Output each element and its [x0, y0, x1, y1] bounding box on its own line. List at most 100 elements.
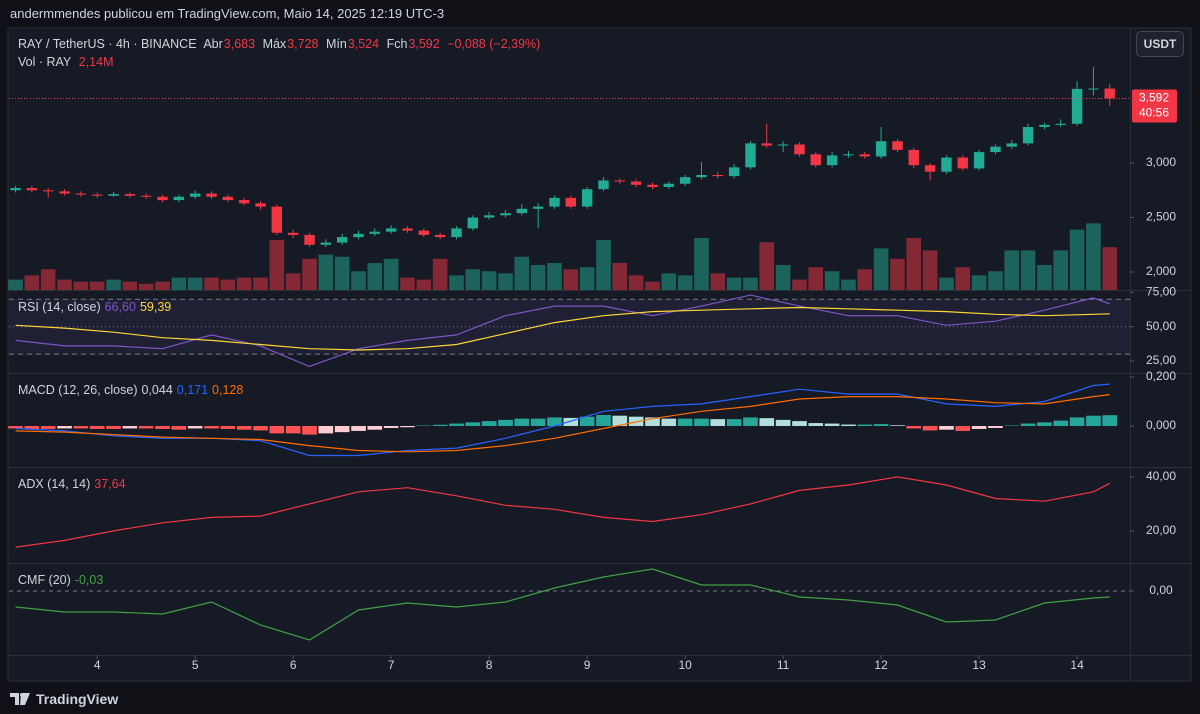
y-tick-label: 20,00 [1146, 523, 1176, 537]
candle-body [516, 208, 527, 214]
histogram-bar [138, 426, 154, 429]
indicator-value: 59,39 [139, 300, 172, 314]
volume-bar [432, 258, 448, 290]
volume-bar [661, 273, 677, 290]
histogram-bar [857, 424, 873, 427]
candle-body [679, 177, 691, 184]
histogram-bar [498, 419, 513, 427]
candle-body [1006, 143, 1017, 147]
candle-body [42, 190, 54, 192]
candle-body [1055, 123, 1066, 125]
histogram-bar [285, 426, 301, 434]
candle-body [91, 194, 103, 196]
volume-bar [530, 265, 546, 290]
x-tick-label: 8 [486, 658, 493, 672]
volume-bar [873, 248, 889, 290]
volume-bar [1037, 265, 1052, 290]
histogram-bar [1020, 423, 1036, 427]
currency-button[interactable]: USDT [1136, 31, 1184, 57]
histogram-bar [1004, 425, 1020, 427]
volume-bar [1102, 247, 1118, 290]
volume-bar [416, 279, 432, 290]
histogram-bar [775, 419, 791, 427]
x-tick-label: 10 [678, 658, 692, 672]
indicator-value: 66,60 [104, 300, 136, 314]
volume-bar [988, 271, 1003, 290]
volume-bar [236, 277, 252, 290]
volume-bar [449, 275, 464, 290]
candle-body [1039, 124, 1050, 128]
volume-bar [302, 258, 317, 290]
histogram-bar [432, 424, 448, 427]
volume-bar [171, 277, 187, 290]
histogram-bar [530, 418, 546, 427]
volume-bar [775, 265, 791, 290]
volume-bar [138, 283, 154, 290]
indicator-title: MACD (12, 26, close) [18, 383, 138, 397]
histogram-bar [465, 422, 481, 427]
candle-body [990, 146, 1001, 153]
histogram-bar [645, 417, 660, 427]
y-tick-label: 2,500 [1146, 210, 1176, 224]
candle-body [483, 215, 495, 218]
volume-bar [318, 254, 334, 290]
y-tick-label: 75,00 [1146, 285, 1176, 299]
volume-bar [1069, 229, 1085, 290]
histogram-bar [187, 426, 203, 429]
volume-bar [89, 281, 105, 290]
volume-bar [465, 269, 481, 290]
candle-body [434, 234, 446, 238]
candle-body [238, 200, 250, 204]
histogram-bar [1086, 415, 1101, 427]
candle-body [1104, 88, 1115, 99]
y-tick-label: 3,000 [1146, 155, 1176, 169]
y-tick-label: 0,200 [1146, 369, 1176, 383]
volume-bar [922, 250, 938, 290]
volume-bar [857, 269, 873, 290]
histogram-bar [1102, 415, 1118, 427]
volume-bar [792, 279, 807, 290]
histogram-bar [694, 418, 709, 427]
candle-body [712, 174, 723, 177]
histogram-bar [449, 423, 464, 427]
volume-title: Vol · RAY [18, 55, 72, 69]
y-tick-label: 0,00 [1149, 583, 1173, 597]
logo [10, 693, 30, 705]
indicator-legend: ADX (14, 14) 37,64 [18, 477, 130, 491]
y-tick-label: 50,00 [1146, 319, 1176, 333]
histogram-bar [481, 421, 497, 427]
histogram-bar [383, 426, 399, 428]
candle-body [777, 144, 789, 146]
y-tick-label: 40,00 [1146, 469, 1176, 483]
candle-body [630, 181, 642, 185]
candle-body [647, 184, 658, 187]
y-tick-label: 2,000 [1146, 264, 1176, 278]
volume-value: 2,14M [78, 55, 114, 69]
histogram-bar [971, 426, 987, 429]
histogram-bar [253, 426, 268, 431]
symbol-legend: RAY / TetherUS · 4h · BINANCE Abr3,683 M… [18, 37, 544, 51]
legend-value: 3,728 [287, 37, 319, 51]
candle-body [924, 165, 936, 172]
histogram-bar [939, 426, 954, 430]
histogram-bar [514, 418, 530, 427]
x-tick-label: 7 [388, 658, 395, 672]
candle-body [549, 197, 560, 207]
legend-change: −0,088 (−2,39%) [447, 37, 541, 51]
candle-body [598, 180, 609, 190]
histogram-bar [612, 415, 628, 427]
histogram-bar [955, 426, 971, 431]
volume-bar [628, 275, 644, 290]
symbol-title: RAY / TetherUS · 4h · BINANCE [18, 37, 197, 51]
histogram-bar [988, 426, 1003, 428]
candle-body [222, 196, 234, 201]
volume-bar [253, 277, 268, 290]
candle-body [271, 206, 283, 233]
candle-body [696, 174, 707, 178]
volume-bar [677, 275, 693, 290]
candle-body [75, 193, 87, 195]
volume-bar [106, 279, 121, 290]
candle-body [255, 203, 266, 207]
x-tick-label: 14 [1070, 658, 1084, 672]
